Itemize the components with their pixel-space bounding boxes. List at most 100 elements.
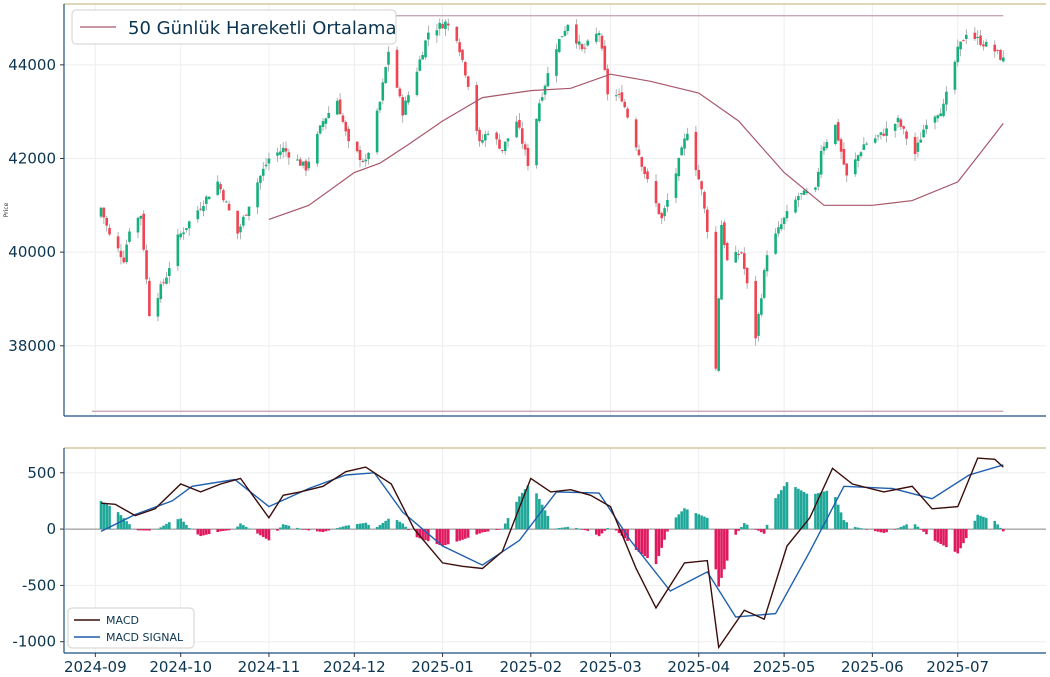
macd-legend-label: MACD: [106, 614, 139, 627]
candle-body-100: [498, 139, 501, 149]
candle-body-171: [779, 224, 783, 230]
candle-body-21: [182, 232, 185, 235]
macd-hist-bar-11: [142, 529, 145, 531]
candle-body-65: [358, 150, 362, 161]
macd-hist-bar-124: [594, 529, 598, 535]
macd-hist-bar-221: [979, 515, 982, 530]
macd-hist-bar-185: [836, 504, 840, 530]
macd-hist-bar-86: [441, 529, 444, 546]
candle-body-128: [606, 68, 609, 95]
x-tick-label-5: 2025-02: [499, 658, 562, 676]
macd-hist-bar-208: [925, 529, 928, 535]
candle-body-18: [168, 268, 171, 277]
candle-body-122: [583, 47, 587, 49]
candle-body-7: [125, 244, 128, 263]
macd-hist-bar-30: [219, 529, 222, 532]
macd-hist-bar-223: [984, 517, 988, 530]
macd-hist-bar-206: [919, 529, 923, 530]
candle-body-189: [853, 159, 857, 175]
candle-body-69: [375, 110, 379, 153]
price-panel: 38000 40000 42000 44000: [8, 3, 1046, 417]
macd-hist-bar-77: [404, 526, 407, 530]
candle-body-186: [839, 139, 843, 152]
signal-legend-label: MACD SIGNAL: [106, 631, 184, 644]
macd-hist-bar-36: [242, 525, 245, 530]
macd-hist-bar-90: [458, 529, 461, 541]
macd-hist-bar-127: [603, 529, 607, 531]
macd-hist-bar-182: [822, 491, 826, 530]
candle-body-157: [723, 222, 726, 246]
candle-body-203: [905, 131, 908, 139]
candle-body-159: [734, 251, 738, 263]
candle-body-183: [825, 142, 829, 149]
candle-body-54: [316, 133, 319, 164]
candle-body-101: [501, 149, 504, 151]
macd-hist-bar-132: [623, 529, 627, 539]
macd-hist-bar-102: [503, 523, 507, 530]
x-tick-label-0: 2024-09: [64, 658, 127, 676]
candle-body-219: [973, 32, 977, 39]
macd-hist-bar-10: [139, 529, 143, 531]
macd-hist-bar-45: [279, 527, 282, 530]
candle-body-193: [865, 143, 868, 145]
candle-body-67: [364, 159, 368, 162]
macd-hist-bar-123: [586, 529, 590, 531]
candle-body-191: [859, 152, 863, 157]
macd-hist-bar-41: [261, 529, 265, 537]
macd-hist-bar-170: [777, 494, 780, 530]
macd-ytick-label-3: 500: [27, 464, 56, 482]
macd-hist-bar-196: [879, 529, 883, 533]
candle-body-80: [418, 59, 422, 71]
x-tick-label-8: 2025-05: [753, 658, 816, 676]
x-tick-label-2: 2024-11: [238, 658, 301, 676]
macd-hist-bar-142: [663, 529, 666, 540]
macd-hist-bar-26: [202, 529, 205, 536]
macd-hist-bar-209: [933, 529, 937, 541]
macd-hist-bar-212: [942, 529, 945, 546]
macd-hist-bar-217: [962, 529, 965, 544]
macd-hist-bar-70: [378, 524, 382, 530]
candle-body-133: [626, 108, 629, 118]
macd-hist-bar-2: [105, 504, 108, 530]
macd-hist-bar-214: [953, 529, 957, 552]
macd-hist-bar-85: [438, 529, 442, 546]
macd-hist-bar-186: [839, 512, 843, 530]
candle-body-86: [441, 23, 444, 29]
candle-body-201: [899, 119, 903, 127]
candle-body-124: [594, 33, 598, 42]
macd-hist-bar-225: [996, 524, 999, 530]
candle-body-155: [717, 298, 720, 371]
candle-body-167: [762, 270, 766, 298]
candle-body-20: [179, 233, 183, 238]
macd-hist-bar-146: [680, 511, 683, 530]
macd-legend: MACD MACD SIGNAL: [67, 607, 195, 649]
candle-body-39: [256, 182, 259, 208]
macd-hist-bar-78: [407, 529, 410, 530]
macd-hist-bar-17: [165, 523, 168, 530]
candle-body-107: [523, 144, 527, 150]
macd-hist-bar-211: [939, 529, 942, 544]
macd-hist-bar-207: [922, 529, 925, 532]
macd-hist-bar-149: [694, 513, 698, 530]
macd-hist-bar-35: [239, 523, 242, 530]
macd-hist-bar-156: [720, 529, 723, 578]
macd-hist-bar-106: [520, 492, 524, 530]
macd-hist-bar-55: [318, 529, 322, 532]
macd-hist-bar-87: [444, 529, 447, 546]
candle-body-71: [381, 82, 385, 101]
candle-body-60: [338, 99, 342, 115]
candle-body-59: [335, 100, 339, 115]
macd-hist-bar-134: [634, 529, 638, 551]
x-tick-label-1: 2024-10: [149, 658, 212, 676]
candle-body-152: [703, 192, 706, 209]
candle-body-16: [162, 282, 165, 284]
candle-body-37: [244, 214, 248, 216]
candle-body-207: [922, 129, 925, 138]
macd-hist-bar-47: [284, 524, 288, 530]
candle-body-190: [856, 155, 860, 161]
macd-hist-bar-15: [159, 527, 163, 530]
macd-hist-bar-219: [973, 520, 977, 530]
macd-hist-bar-27: [205, 529, 208, 535]
macd-hist-bar-189: [853, 527, 857, 530]
